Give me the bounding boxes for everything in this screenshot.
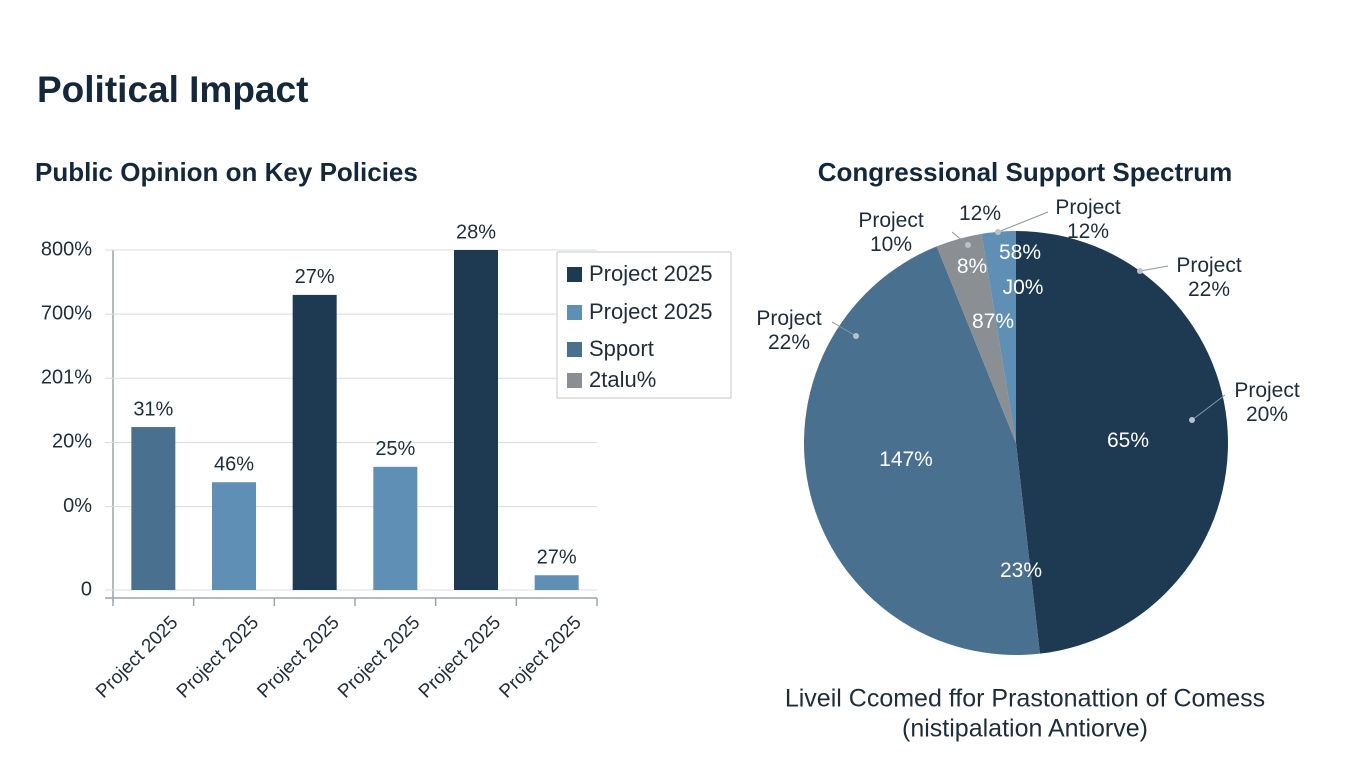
legend-swatch (567, 267, 582, 282)
legend-label: 2talu% (589, 367, 656, 392)
annotation-line: 10% (870, 233, 912, 256)
legend-box (556, 251, 732, 399)
annotation-line: 12% (1067, 220, 1109, 243)
bar-label: 28% (456, 221, 496, 243)
bar-chart-title: Public Opinion on Key Policies (35, 157, 418, 187)
annotation-line: Project (756, 307, 822, 330)
legend-swatch (567, 305, 582, 320)
x-tick-label: Project 2025 (92, 612, 182, 702)
pie-annotation: 65% (1107, 429, 1149, 452)
annotation-line: 65% (1107, 429, 1149, 452)
leader-line (831, 321, 857, 337)
annotation-line: Project (1055, 196, 1121, 219)
pie-caption: Liveil Ccomed ffor Prastonattion of Come… (785, 685, 1265, 713)
leader-line (997, 211, 1049, 233)
leader-line (1191, 394, 1226, 421)
x-tick-label: Project 2025 (173, 612, 263, 702)
legend-label: Project 2025 (589, 261, 713, 286)
pie-annotation: 58% (999, 241, 1041, 264)
annotation-line: 23% (1000, 559, 1042, 582)
leader-dot (995, 229, 1001, 235)
leader-line (1139, 265, 1169, 272)
pie-annotation: Project 20% (1234, 379, 1300, 426)
bar-label: 27% (537, 547, 577, 569)
pie-slice (936, 233, 1016, 443)
pie-annotation: J0% (1003, 276, 1044, 299)
bar (292, 294, 337, 590)
pie-annotation: Project 10% (858, 209, 924, 256)
annotation-line: 87% (972, 310, 1014, 333)
leader-dot (853, 333, 859, 339)
annotation-line: Project (1176, 254, 1242, 277)
annotation-line: 20% (1246, 403, 1288, 426)
y-tick-label: 0% (63, 495, 92, 517)
legend-swatch (567, 373, 582, 388)
y-tick-label: 0 (81, 578, 92, 600)
bar (131, 427, 176, 590)
annotation-line: Project (858, 209, 924, 232)
page-title: Political Impact (37, 69, 308, 110)
x-tick-label: Project 2025 (253, 612, 343, 702)
leader-line (951, 231, 969, 246)
y-tick-label: 20% (52, 431, 92, 453)
bar-label: 31% (133, 398, 173, 420)
annotation-line: 8% (957, 255, 987, 278)
pie-annotation: Project 22% (756, 307, 822, 354)
pie-annotation: 12% (959, 202, 1001, 225)
leader-dot (1137, 268, 1143, 274)
annotation-line: 22% (1188, 278, 1230, 301)
annotation-line: Project (1234, 379, 1300, 402)
y-tick-label: 201% (41, 367, 92, 389)
pie-slice (804, 246, 1040, 655)
pie-slice (981, 231, 1016, 443)
annotation-line: 147% (879, 448, 933, 471)
annotation-line: 58% (999, 241, 1041, 264)
bar (212, 482, 256, 590)
legend-label: Project 2025 (589, 299, 713, 324)
x-tick-label: Project 2025 (495, 612, 585, 702)
pie-caption: (nistipalation Antiorve) (902, 715, 1148, 743)
pie-annotation: Project 12% (1055, 196, 1121, 243)
pie-annotation: Project 22% (1176, 254, 1242, 301)
pie-chart-title: Congressional Support Spectrum (818, 157, 1233, 187)
x-tick-label: Project 2025 (415, 612, 505, 702)
bar (454, 250, 498, 590)
x-tick-label: Project 2025 (334, 612, 424, 702)
pie-annotation: 147% (879, 448, 933, 471)
pie-annotation: 8% (957, 255, 987, 278)
annotation-line: J0% (1003, 276, 1044, 299)
legend-swatch (567, 342, 582, 357)
leader-dot (1189, 417, 1195, 423)
pie-annotation: 87% (972, 310, 1014, 333)
bar-label: 25% (375, 438, 415, 460)
pie-annotation: 23% (1000, 559, 1042, 582)
bar-label: 27% (295, 266, 335, 288)
bar (373, 466, 418, 590)
annotation-line: 22% (768, 331, 810, 354)
bar (534, 575, 579, 590)
legend-label: Spport (589, 336, 654, 361)
y-tick-label: 700% (41, 302, 92, 324)
pie-slice (1016, 231, 1228, 654)
y-tick-label: 800% (41, 238, 92, 260)
annotation-line: 12% (959, 202, 1001, 225)
leader-dot (965, 242, 971, 248)
bar-label: 46% (214, 454, 254, 476)
